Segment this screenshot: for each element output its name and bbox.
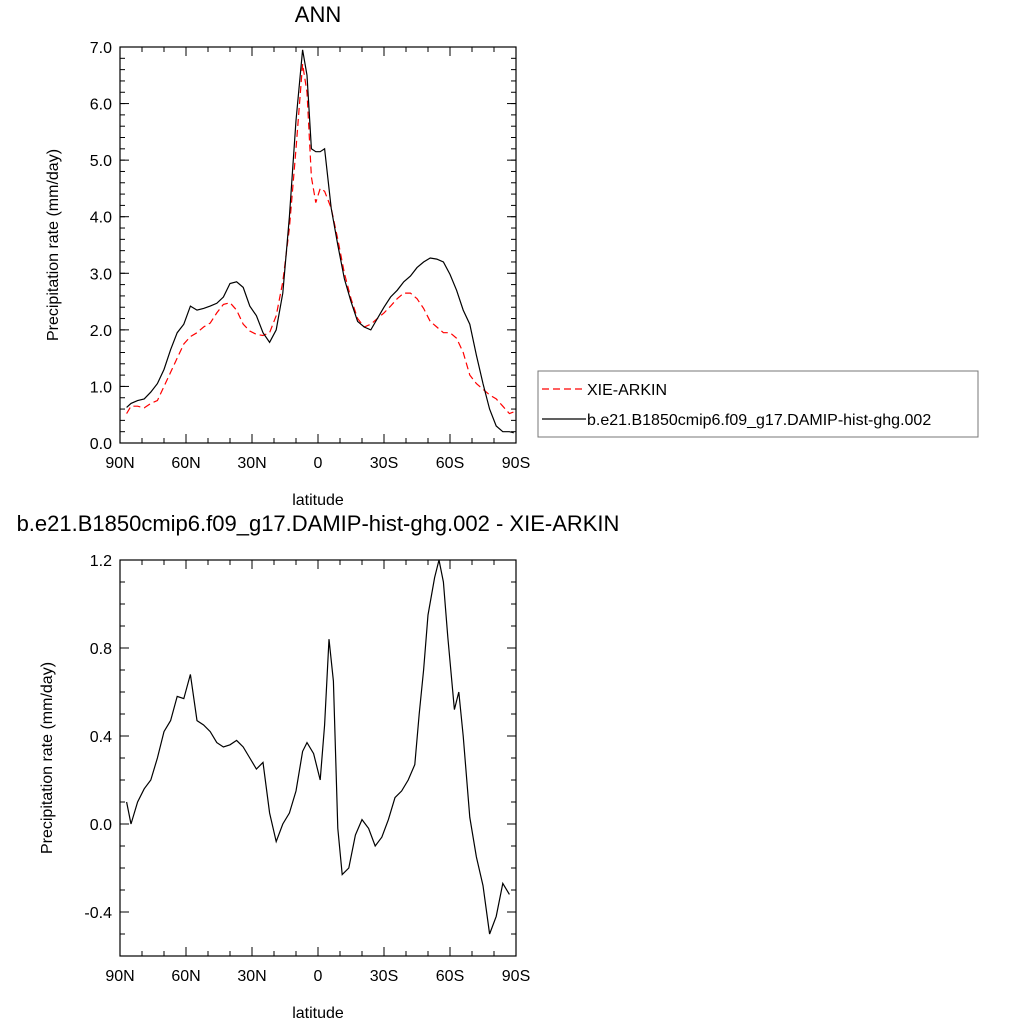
x-tick-label: 30N [237, 968, 266, 985]
plot-frame [119, 46, 517, 444]
annual-precip-chart: ANN 90N 60N 30N 0 30S 60S 90S 0.0 1.0 2.0 3.0 4.0 5.… [45, 2, 530, 509]
difference-chart: b.e21.B1850cmip6.f09_g17.DAMIP-hist-ghg.… [17, 511, 620, 1022]
y-axis-label: Precipitation rate (mm/day) [39, 662, 56, 854]
plot-frame [119, 559, 517, 957]
y-tick-label: 2.0 [90, 323, 112, 340]
x-tick-label: 60S [436, 968, 464, 985]
x-tick-label: 60N [171, 968, 200, 985]
y-tick-label: -0.4 [84, 905, 112, 922]
series-lines [126, 49, 515, 434]
series-line-difference [126, 559, 510, 935]
x-tick-label: 0 [314, 968, 323, 985]
y-tick-label: 1.0 [90, 379, 112, 396]
x-tick-label: 30N [237, 455, 266, 472]
y-tick-label: 7.0 [90, 40, 112, 57]
tick-labels: 90N 60N 30N 0 30S 60S 90S 0.0 1.0 2.0 3.0 4.0 5.0 6.0… [90, 40, 530, 472]
y-tick-label: 0.0 [90, 817, 112, 834]
series-line-model [126, 49, 514, 434]
x-tick-label: 60S [436, 455, 464, 472]
x-axis-label: latitude [292, 1005, 344, 1022]
y-tick-label: 5.0 [90, 153, 112, 170]
y-tick-label: 0.4 [90, 729, 112, 746]
x-axis-label: latitude [292, 492, 344, 509]
x-tick-label: 90N [105, 968, 134, 985]
x-tick-label: 90N [105, 455, 134, 472]
x-tick-label: 90S [502, 455, 530, 472]
series-line-xie-arkin [126, 63, 515, 415]
x-tick-label: 30S [370, 968, 398, 985]
legend-label-xie-arkin: XIE-ARKIN [587, 382, 667, 399]
axis-ticks [119, 559, 517, 957]
legend-box [537, 370, 979, 438]
x-tick-label: 90S [502, 968, 530, 985]
y-tick-label: 1.2 [90, 553, 112, 570]
legend-label-model: b.e21.B1850cmip6.f09_g17.DAMIP-hist-ghg.… [587, 412, 931, 429]
series-lines [126, 559, 510, 935]
legend: XIE-ARKIN b.e21.B1850cmip6.f09_g17.DAMIP… [537, 370, 979, 438]
y-tick-label: 4.0 [90, 210, 112, 227]
y-tick-label: 6.0 [90, 97, 112, 114]
tick-labels: 90N 60N 30N 0 30S 60S 90S -0.4 0.0 0.4 0.8 1.2 [84, 553, 530, 985]
x-tick-label: 0 [314, 455, 323, 472]
y-tick-label: 0.8 [90, 641, 112, 658]
chart-title: b.e21.B1850cmip6.f09_g17.DAMIP-hist-ghg.… [17, 511, 620, 536]
x-tick-label: 30S [370, 455, 398, 472]
y-tick-label: 0.0 [90, 436, 112, 453]
x-tick-label: 60N [171, 455, 200, 472]
axis-ticks [119, 46, 517, 444]
y-tick-label: 3.0 [90, 266, 112, 283]
chart-title: ANN [295, 2, 341, 27]
y-axis-label: Precipitation rate (mm/day) [45, 149, 62, 341]
